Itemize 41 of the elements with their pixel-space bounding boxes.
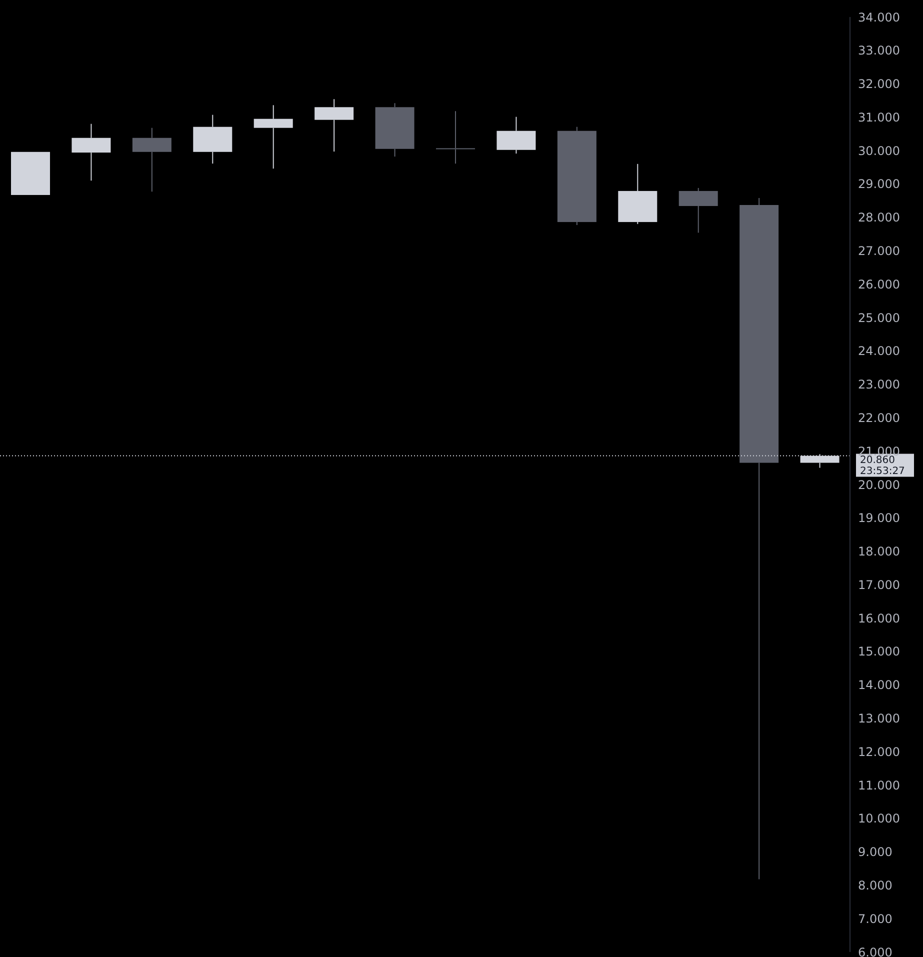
- candlestick: [375, 102, 414, 158]
- candlestick: [618, 163, 658, 225]
- y-tick-label: 6.000: [858, 945, 892, 957]
- y-tick-label: 27.000: [858, 244, 900, 258]
- y-tick-label: 31.000: [858, 110, 900, 124]
- y-tick-label: 15.000: [858, 644, 900, 659]
- y-tick-label: 24.000: [858, 344, 900, 358]
- y-tick-label: 14.000: [858, 678, 900, 692]
- candlestick: [132, 127, 172, 192]
- y-tick-label: 10.000: [858, 812, 900, 826]
- y-tick-label: 13.000: [858, 712, 900, 726]
- y-tick-label: 30.000: [858, 144, 900, 158]
- y-tick-label: 29.000: [858, 177, 900, 192]
- y-tick-label: 26.000: [858, 277, 900, 292]
- candlestick: [740, 197, 779, 880]
- candlestick: [314, 98, 354, 152]
- y-tick-label: 16.000: [858, 611, 900, 626]
- y-tick-label: 12.000: [858, 744, 900, 759]
- candlestick: [254, 104, 293, 170]
- y-tick-label: 8.000: [858, 878, 892, 892]
- y-tick-label: 17.000: [858, 578, 900, 592]
- y-tick-label: 34.000: [858, 10, 900, 24]
- y-tick-label: 23.000: [858, 378, 900, 392]
- y-tick-label: 25.000: [858, 310, 900, 325]
- y-tick-label: 9.000: [858, 845, 892, 860]
- candlestick: [436, 110, 475, 164]
- text: 23:53:27: [860, 466, 905, 477]
- y-tick-label: 28.000: [858, 210, 900, 225]
- y-tick-label: 32.000: [858, 77, 900, 92]
- candlestick: [557, 126, 596, 226]
- candlestick: [72, 123, 111, 182]
- y-tick-label: 7.000: [858, 912, 892, 926]
- candlestick: [193, 114, 232, 164]
- y-tick-label: 22.000: [858, 410, 900, 425]
- y-tick-label: 11.000: [858, 778, 900, 792]
- y-tick-label: 20.000: [858, 478, 900, 492]
- y-tick-label: 19.000: [858, 511, 900, 526]
- candlestick: [496, 116, 536, 154]
- y-tick-label: 18.000: [858, 544, 900, 559]
- candlestick: [678, 187, 718, 234]
- y-tick-label: 33.000: [858, 44, 900, 58]
